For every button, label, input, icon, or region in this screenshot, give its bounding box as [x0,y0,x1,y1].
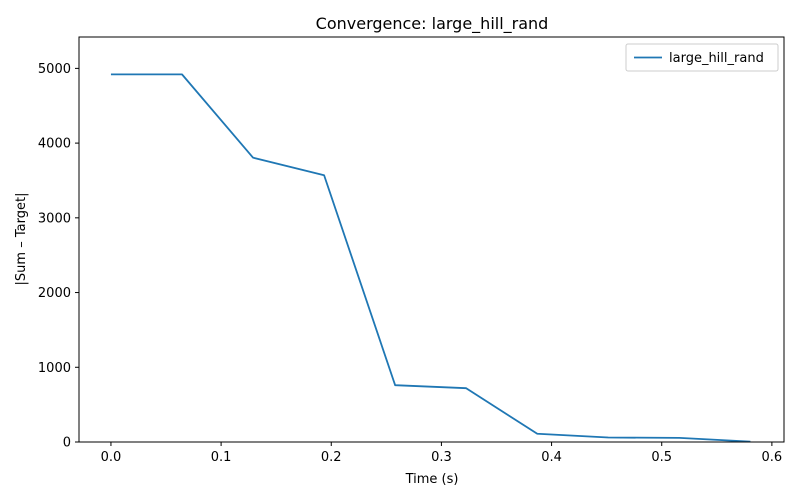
x-tick-label: 0.4 [541,450,562,465]
series-line-0 [110,73,751,443]
legend-series-label: large_hill_rand [669,51,764,66]
y-tick-label: 1000 [38,361,71,376]
plot-background [79,37,784,442]
chart-title: Convergence: large_hill_rand [316,14,549,34]
y-axis-label: |Sum – Target| [14,193,29,286]
x-tick-label: 0.1 [211,450,232,465]
y-tick-label: 0 [63,436,71,451]
y-tick-label: 5000 [38,62,71,77]
y-tick-label: 2000 [38,286,71,301]
x-tick-label: 0.3 [431,450,452,465]
y-tick-label: 3000 [38,211,71,226]
x-tick-label: 0.2 [321,450,342,465]
axes-frame [78,36,785,443]
x-tick-label: 0.5 [651,450,672,465]
x-axis-label: Time (s) [405,472,459,487]
x-tick-label: 0.6 [762,450,783,465]
legend: large_hill_rand [625,43,779,72]
axes-layer: 0.0 0.1 0.2 0.3 0.4 0.5 0.6 0 1000 2000 3000 4000 50… [38,36,785,465]
legend-frame [625,43,779,72]
y-tick-label: 4000 [38,137,71,152]
series-layer [110,73,751,443]
plot-area [79,37,784,442]
x-tick-label: 0.0 [101,450,122,465]
